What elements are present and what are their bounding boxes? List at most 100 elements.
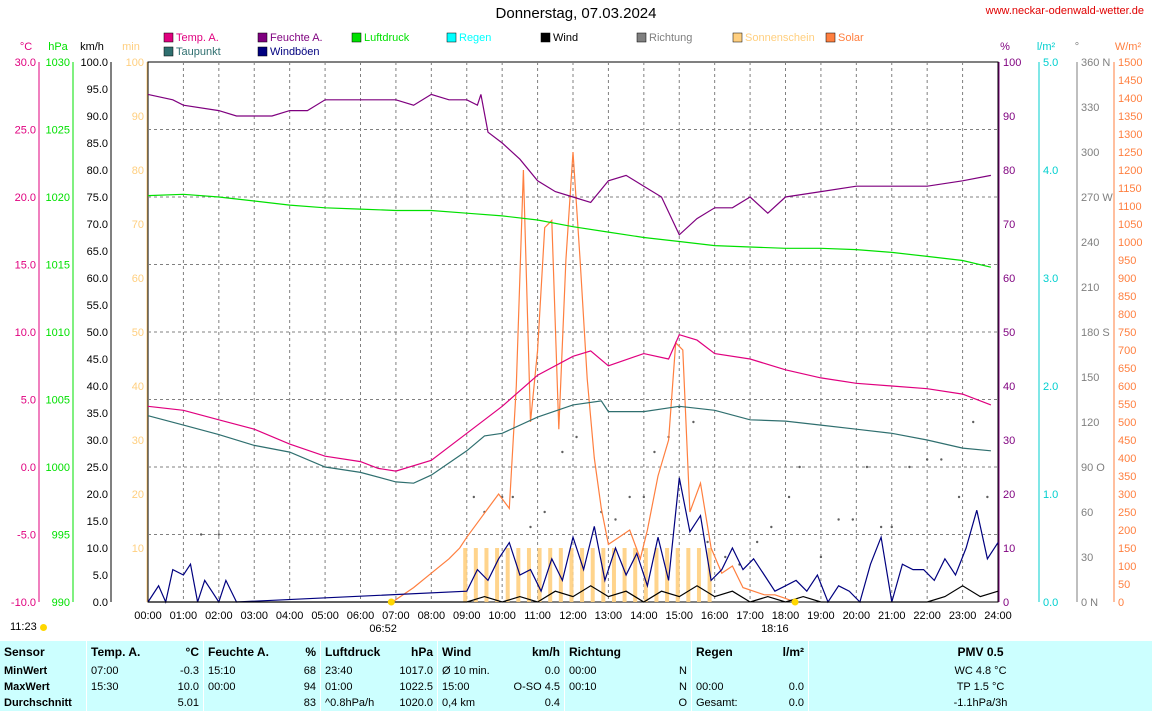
y-tick-label-kmh: 65.0 [87,246,108,258]
legend-swatch [446,32,457,43]
direction-point [837,518,840,521]
y-tick-label-kmh: 35.0 [87,408,108,420]
x-tick-label: 13:00 [595,610,623,622]
legend-swatch [163,32,174,43]
stats-cell: 00:00 [564,663,633,680]
direction-point [217,533,221,536]
direction-point [561,450,564,454]
unit-label-hpa: hPa [48,41,68,53]
y-tick-label-wm2: 750 [1118,327,1136,339]
x-tick-label: 24:00 [984,610,1012,622]
sunshine-bar [633,548,638,602]
y-tick-label-pct: 50 [1003,327,1015,339]
stats-cell: -1.1hPa/3h [808,695,1152,711]
x-tick-label: 21:00 [878,610,906,622]
y-tick-label-deg: 60 [1081,507,1093,519]
y-tick-label-deg: 90 O [1081,462,1105,474]
unit-label-temp: °C [20,41,32,53]
y-tick-label-min: 20 [132,489,144,501]
stats-cell: 1020.0 [399,697,433,710]
source-url[interactable]: www.neckar-odenwald-wetter.de [985,5,1144,17]
stats-cell: -0.3 [180,665,199,678]
y-tick-label-kmh: 70.0 [87,219,108,231]
y-tick-label-hpa: 1015 [46,260,70,272]
x-tick-label: 01:00 [170,610,198,622]
x-tick-label: 04:00 [276,610,304,622]
y-tick-label-wm2: 900 [1118,273,1136,285]
sunshine-bar [473,548,478,602]
y-tick-label-kmh: 75.0 [87,192,108,204]
x-tick-label: 19:00 [807,610,835,622]
y-tick-label-hpa: 1030 [46,57,70,69]
stats-header [633,641,692,663]
x-tick-label: 09:00 [453,610,481,622]
direction-point [787,495,791,499]
x-tick-label: 02:00 [205,610,233,622]
y-tick-label-hpa: 1025 [46,125,70,137]
y-tick-label-kmh: 0.0 [93,597,108,609]
legend-label: Windböen [270,46,320,58]
y-tick-label-wm2: 650 [1118,363,1136,375]
y-tick-label-temp: 30.0 [15,57,36,69]
y-tick-label-wm2: 1300 [1118,129,1142,141]
direction-point [628,495,631,499]
stats-header: Feuchte A. [203,641,282,664]
stats-header: l/m² [782,645,804,660]
sunshine-bar [516,548,521,602]
y-tick-label-wm2: 950 [1118,255,1136,267]
y-tick-label-hpa: 1000 [46,462,70,474]
y-tick-label-deg: 180 S [1081,327,1110,339]
series-line-temp-a- [147,333,992,472]
y-tick-label-deg: 270 W [1081,192,1113,204]
direction-point [940,458,943,461]
y-tick-label-temp: 15.0 [15,260,36,272]
y-tick-label-deg: 330 [1081,102,1099,114]
y-tick-label-min: 90 [132,111,144,123]
y-tick-label-temp: 0.0 [21,462,36,474]
stats-header: km/h [531,645,560,660]
unit-label-kmh: km/h [80,41,104,53]
direction-point [972,420,975,424]
legend-swatch [636,32,647,43]
y-tick-label-deg: 30 [1081,552,1093,564]
direction-point [851,518,854,521]
y-tick-label-kmh: 90.0 [87,111,108,123]
y-tick-label-deg: 210 [1081,282,1099,294]
y-tick-label-kmh: 85.0 [87,138,108,150]
y-tick-label-lm2: 0.0 [1043,597,1058,609]
y-tick-label-wm2: 1150 [1118,183,1142,195]
y-tick-label-lm2: 5.0 [1043,57,1058,69]
stats-cell [86,695,155,711]
sunshine-bar [590,548,595,602]
x-tick-label: 00:00 [134,610,162,622]
stats-cell: 0.4 [544,697,560,710]
stats-cell: 15:10 [203,663,282,680]
stats-header: Richtung [564,641,633,664]
y-tick-label-kmh: 10.0 [87,543,108,555]
y-tick-label-wm2: 1000 [1118,237,1142,249]
direction-point [908,465,911,469]
x-tick-label: 20:00 [843,610,871,622]
sunset-icon [791,598,799,606]
y-tick-label-pct: 40 [1003,381,1015,393]
y-tick-label-lm2: 3.0 [1043,273,1058,285]
y-tick-label-temp: 20.0 [15,192,36,204]
stats-header: °C [185,645,199,660]
x-tick-label: 10:00 [488,610,516,622]
y-tick-label-pct: 100 [1003,57,1021,69]
sunshine-bar [675,548,680,602]
x-tick-label: 08:00 [418,610,446,622]
direction-point [472,495,476,499]
y-tick-label-kmh: 30.0 [87,435,108,447]
stats-header: Wind [437,641,506,664]
direction-point [957,495,961,499]
y-tick-label-deg: 120 [1081,417,1099,429]
y-tick-label-wm2: 200 [1118,525,1136,537]
stats-cell: 15:00 [437,679,506,696]
direction-point [692,420,695,424]
sunshine-bar [526,548,531,602]
sunshine-bar [654,548,659,602]
stats-row-avg: Durchschnitt 5.01 83 ^0.8hPa/h 1020.0 0,… [0,695,1152,711]
x-tick-label: 14:00 [630,610,658,622]
direction-point [529,525,532,529]
